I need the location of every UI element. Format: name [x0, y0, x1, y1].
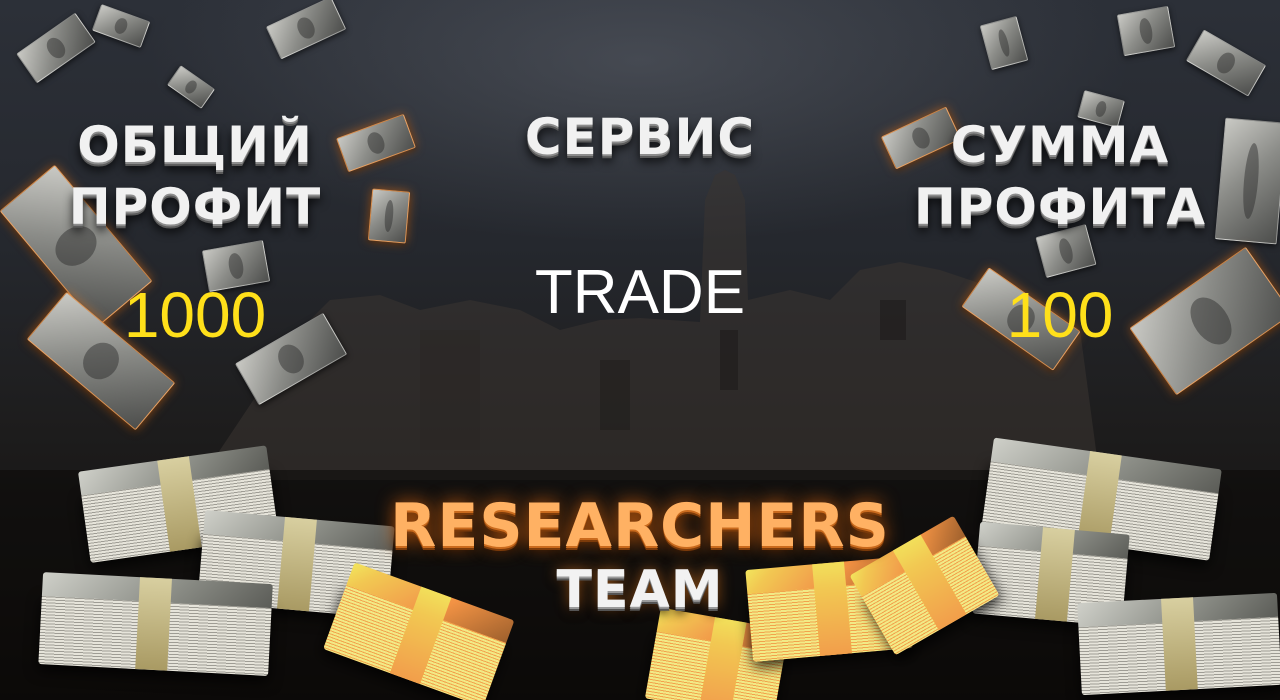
money-stack-icon — [38, 594, 272, 676]
total-profit-value: 1000 — [123, 279, 267, 351]
money-stack-icon — [1078, 614, 1280, 696]
team-logo: RESEARCHERS TEAM — [320, 492, 960, 620]
profit-amount-heading: СУММА ПРОФИТА — [880, 114, 1240, 238]
service-heading: СЕРВИС — [524, 108, 756, 166]
logo-line1: RESEARCHERS — [390, 491, 890, 561]
profit-amount-heading-line2: ПРОФИТА — [913, 178, 1207, 236]
flying-banknote-icon — [1116, 5, 1176, 57]
logo-line2: TEAM — [556, 560, 724, 620]
total-profit-heading: ОБЩИЙ ПРОФИТ — [40, 114, 350, 238]
service-value: TRADE — [534, 258, 746, 327]
flying-banknote-icon — [367, 188, 411, 244]
profit-amount-value: 100 — [1006, 279, 1114, 351]
total-profit-heading-line2: ПРОФИТ — [68, 178, 322, 236]
total-profit-heading-line1: ОБЩИЙ — [77, 116, 313, 174]
profit-amount-heading-line1: СУММА — [950, 116, 1170, 174]
